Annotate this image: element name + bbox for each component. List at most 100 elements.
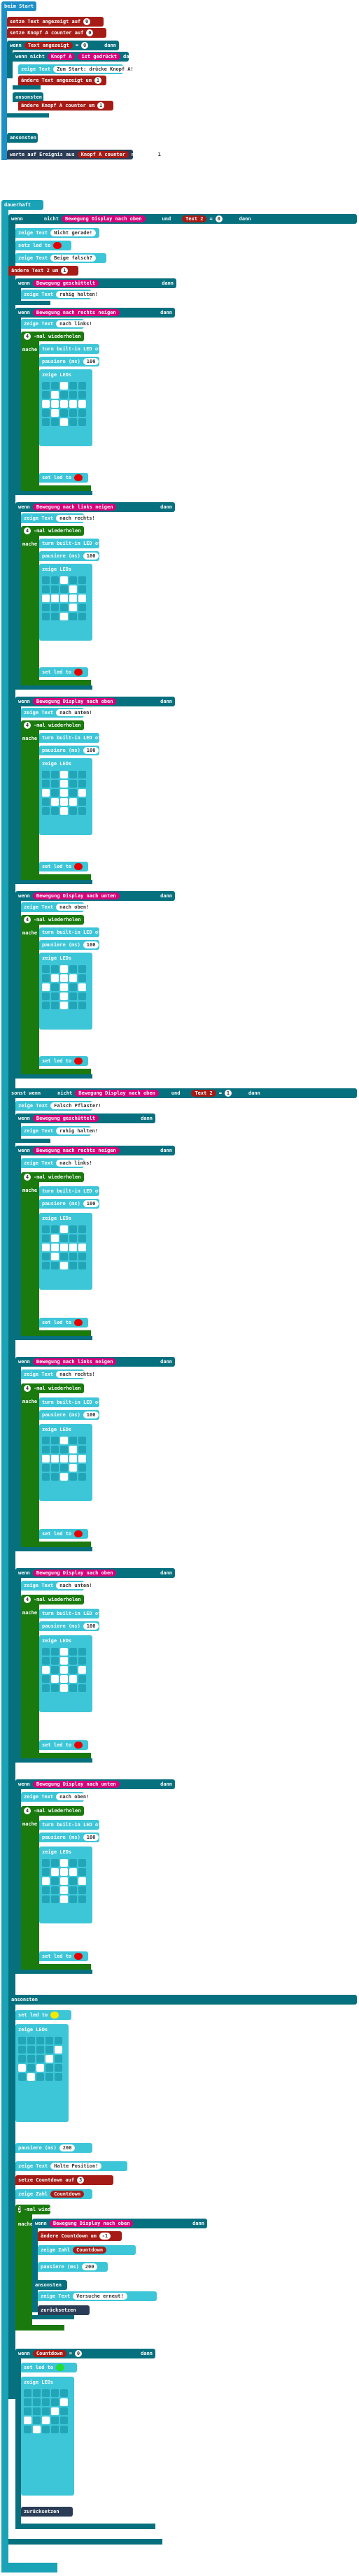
show-leds-block[interactable]: zeige LEDs bbox=[15, 2024, 69, 2122]
led-cell[interactable] bbox=[24, 2417, 31, 2424]
text-pill[interactable]: nach oben! bbox=[56, 904, 93, 911]
led-cell[interactable] bbox=[78, 1657, 86, 1665]
repeat-header[interactable]: 4 -mal wiederholen bbox=[21, 1806, 84, 1816]
led-cell[interactable] bbox=[69, 382, 77, 390]
led-cell[interactable] bbox=[51, 382, 59, 390]
led-cell[interactable] bbox=[51, 1253, 59, 1260]
led-cell[interactable] bbox=[42, 576, 50, 584]
led-cell[interactable] bbox=[42, 965, 50, 973]
led-cell[interactable] bbox=[69, 1877, 77, 1885]
led-cell[interactable] bbox=[27, 2055, 35, 2063]
led-cell[interactable] bbox=[51, 1859, 59, 1867]
led-cell[interactable] bbox=[60, 1225, 68, 1233]
led-grid[interactable] bbox=[42, 1225, 90, 1269]
led-cell[interactable] bbox=[51, 391, 59, 399]
value-circle[interactable]: 4 bbox=[24, 916, 31, 923]
led-cell[interactable] bbox=[51, 576, 59, 584]
led-cell[interactable] bbox=[51, 400, 59, 408]
set-led-block[interactable]: set led to bbox=[39, 473, 88, 483]
led-cell[interactable] bbox=[60, 576, 68, 584]
led-cell[interactable] bbox=[60, 409, 68, 417]
led-cell[interactable] bbox=[27, 2064, 35, 2072]
set-knopf-block[interactable]: setze Knopf A counter auf 0 bbox=[7, 28, 106, 38]
led-cell[interactable] bbox=[42, 789, 50, 797]
led-cell[interactable] bbox=[51, 1675, 59, 1683]
led-cell[interactable] bbox=[78, 1684, 86, 1692]
led-cell[interactable] bbox=[51, 1657, 59, 1665]
led-cell[interactable] bbox=[69, 1253, 77, 1260]
if-left-header[interactable]: wenn Bewegung nach links neigen dann bbox=[15, 502, 175, 512]
led-cell[interactable] bbox=[69, 780, 77, 788]
pause-value[interactable]: 100 bbox=[83, 747, 99, 754]
pause-value[interactable]: 100 bbox=[83, 1200, 99, 1207]
repeat-header[interactable]: 4 -mal wiederholen bbox=[21, 1383, 84, 1393]
change-text-block[interactable]: ändere Text angezeigt um 1 bbox=[18, 76, 106, 85]
led-cell[interactable] bbox=[78, 1666, 86, 1674]
set-led-block[interactable]: setz led to bbox=[15, 241, 71, 250]
led-cell[interactable] bbox=[60, 391, 68, 399]
led-off-block[interactable]: turn built-in LED off bbox=[39, 1397, 104, 1407]
show-text-block[interactable]: zeige Text nach unten! bbox=[21, 708, 96, 718]
led-cell[interactable] bbox=[78, 391, 86, 399]
led-cell[interactable] bbox=[78, 789, 86, 797]
led-cell[interactable] bbox=[78, 595, 86, 602]
led-color-dot[interactable] bbox=[74, 1058, 83, 1065]
led-color-dot[interactable] bbox=[74, 1953, 83, 1960]
led-color-dot[interactable] bbox=[74, 474, 83, 481]
value-circle[interactable]: 0 bbox=[86, 29, 94, 36]
led-color-dot[interactable] bbox=[74, 1530, 83, 1537]
led-cell[interactable] bbox=[51, 1473, 59, 1481]
value-circle[interactable]: 1 bbox=[61, 267, 69, 274]
led-cell[interactable] bbox=[51, 2398, 59, 2406]
led-cell[interactable] bbox=[60, 382, 68, 390]
led-cell[interactable] bbox=[60, 2426, 68, 2433]
led-color-dot[interactable] bbox=[53, 242, 62, 249]
led-cell[interactable] bbox=[69, 1886, 77, 1894]
led-cell[interactable] bbox=[36, 2064, 44, 2072]
while-block-header[interactable]: wenn nicht Knopf A ist gedrückt dann bbox=[13, 52, 135, 62]
pause-value[interactable]: 100 bbox=[83, 358, 99, 365]
led-cell[interactable] bbox=[42, 1675, 50, 1683]
value-circle[interactable]: 4 bbox=[24, 527, 31, 534]
while-header[interactable]: 3 -mal wiederholen bbox=[15, 2205, 71, 2214]
led-cell[interactable] bbox=[42, 1446, 50, 1453]
led-cell[interactable] bbox=[33, 2398, 41, 2406]
start-block[interactable]: beim Start setze Text angezeigt auf 0 se… bbox=[1, 1, 161, 166]
led-cell[interactable] bbox=[69, 1446, 77, 1453]
led-cell[interactable] bbox=[78, 1859, 86, 1867]
led-cell[interactable] bbox=[69, 1244, 77, 1251]
led-cell[interactable] bbox=[42, 1437, 50, 1444]
show-leds-block[interactable]: zeige LEDs bbox=[39, 1424, 92, 1501]
pressed-pill[interactable]: ist gedrückt bbox=[78, 53, 121, 60]
led-grid[interactable] bbox=[42, 771, 90, 815]
var-pill[interactable]: Countdown bbox=[50, 2191, 85, 2198]
led-off-block[interactable]: turn built-in LED off bbox=[39, 539, 104, 548]
led-cell[interactable] bbox=[51, 1648, 59, 1656]
value-circle[interactable]: 1 bbox=[224, 1090, 232, 1097]
led-cell[interactable] bbox=[60, 1464, 68, 1472]
led-cell[interactable] bbox=[42, 1253, 50, 1260]
led-cell[interactable] bbox=[78, 974, 86, 982]
led-grid[interactable] bbox=[42, 1648, 90, 1692]
led-cell[interactable] bbox=[51, 613, 59, 620]
led-cell[interactable] bbox=[55, 2073, 62, 2081]
led-cell[interactable] bbox=[60, 1868, 68, 1876]
gesture-pill[interactable]: Bewegung Display nach oben bbox=[61, 215, 146, 222]
repeat-header[interactable]: 4 -mal wiederholen bbox=[21, 332, 84, 341]
led-color-dot[interactable] bbox=[74, 1742, 83, 1749]
led-cell[interactable] bbox=[60, 400, 68, 408]
gesture-pill[interactable]: Bewegung nach rechts neigen bbox=[32, 1147, 120, 1154]
led-cell[interactable] bbox=[69, 604, 77, 611]
led-cell[interactable] bbox=[69, 789, 77, 797]
led-cell[interactable] bbox=[69, 576, 77, 584]
set-led-block[interactable]: set led to bbox=[39, 1318, 88, 1328]
led-cell[interactable] bbox=[69, 807, 77, 815]
set-led-block[interactable]: set led to bbox=[39, 667, 88, 677]
gesture-pill[interactable]: Bewegung Display nach oben bbox=[75, 1090, 159, 1097]
pause-block[interactable]: pausiere (ms) 100 bbox=[39, 357, 99, 367]
value-circle[interactable]: 3 bbox=[77, 2177, 85, 2184]
value-circle[interactable]: 0 bbox=[75, 2350, 83, 2357]
pause-value[interactable]: 200 bbox=[81, 2263, 98, 2270]
led-cell[interactable] bbox=[60, 780, 68, 788]
led-off-block[interactable]: turn built-in LED off bbox=[39, 1609, 104, 1618]
